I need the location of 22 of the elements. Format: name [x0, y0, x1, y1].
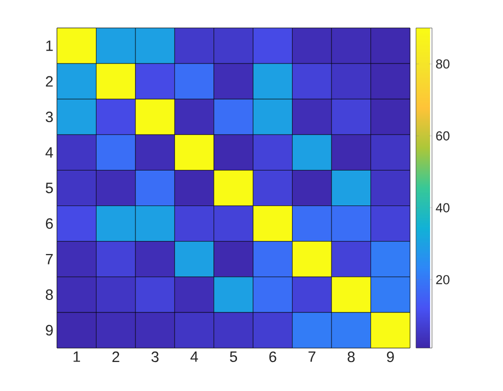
x-tick-label: 2 [112, 352, 120, 362]
x-tick-label: 3 [151, 352, 159, 362]
x-tick-label: 9 [386, 352, 394, 362]
x-tick-label: 5 [230, 352, 238, 362]
color-bar-label: 20 [436, 275, 450, 284]
color-bar-label: 40 [436, 203, 450, 212]
color-bar-label: 60 [436, 131, 450, 140]
x-tick-label: 7 [308, 352, 316, 362]
y-tick-label: 5 [46, 182, 53, 194]
color-bar-label: 80 [436, 59, 450, 69]
y-tick-label: 1 [46, 40, 53, 51]
x-tick-label: 6 [269, 352, 276, 362]
x-tick-label: 8 [348, 352, 355, 362]
y-tick-label: 4 [46, 147, 54, 158]
x-tick-label: 1 [74, 352, 80, 362]
y-tick-label: 9 [46, 324, 53, 336]
y-tick-label: 2 [46, 76, 53, 87]
x-tick-label: 4 [190, 352, 198, 362]
y-tick-label: 7 [46, 254, 53, 264]
y-tick-label: 6 [46, 218, 53, 229]
y-tick-label: 8 [46, 289, 53, 300]
y-tick-label: 3 [46, 112, 53, 122]
